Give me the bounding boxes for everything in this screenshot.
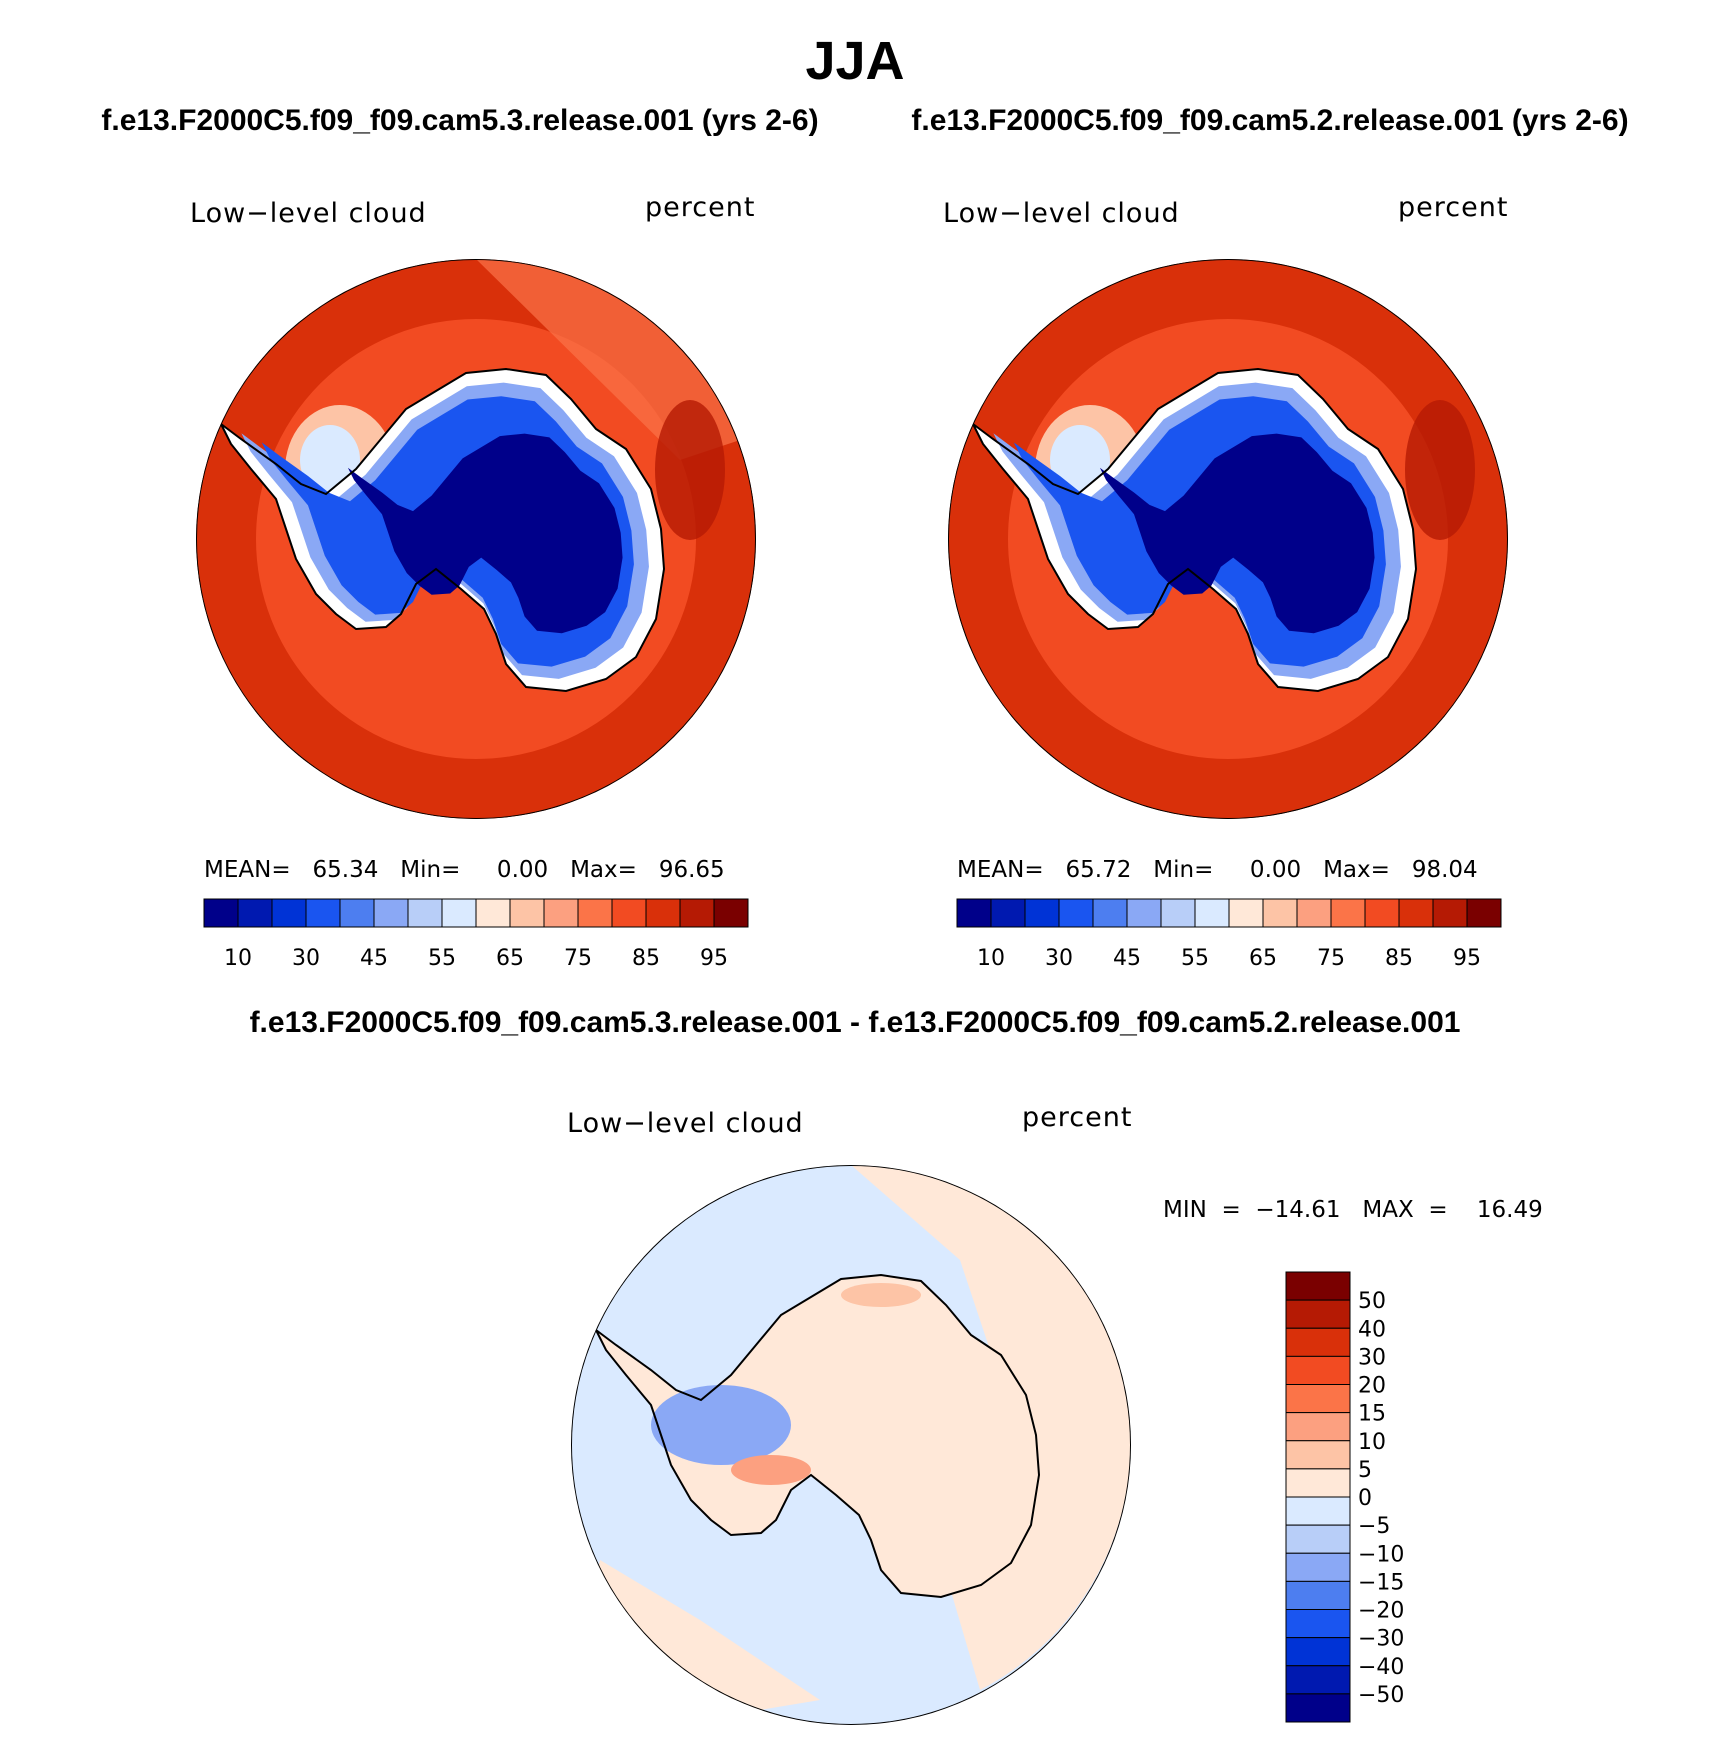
panel-left-colorbar-swatch xyxy=(305,898,341,928)
panel-right-units-label: percent xyxy=(1398,192,1509,223)
panel-right-colorbar-tick-label: 30 xyxy=(1045,946,1073,971)
difference-map xyxy=(571,1165,1131,1725)
panel-left-colorbar-swatch xyxy=(271,898,307,928)
panel-left-colorbar-swatch xyxy=(645,898,681,928)
panel-right-colorbar-tick-label: 85 xyxy=(1385,946,1413,971)
panel-left-colorbar-swatch xyxy=(611,898,647,928)
difference-colorbar-tick-label: 20 xyxy=(1358,1374,1386,1399)
panel-left-colorbar-swatch xyxy=(679,898,715,928)
panel-left-case-title: f.e13.F2000C5.f09_f09.cam5.3.release.001… xyxy=(101,104,819,137)
difference-colorbar-tick-label: −10 xyxy=(1358,1542,1404,1567)
panel-right-colorbar-swatch xyxy=(1228,898,1264,928)
panel-right-colorbar-swatch xyxy=(1262,898,1298,928)
panel-right-case-title: f.e13.F2000C5.f09_f09.cam5.2.release.001… xyxy=(911,104,1629,137)
difference-colorbar-swatch xyxy=(1285,1609,1351,1639)
difference-colorbar-tick-label: 30 xyxy=(1358,1345,1386,1370)
panel-left-colorbar-swatch xyxy=(509,898,545,928)
panel-left-units-label: percent xyxy=(645,192,756,223)
panel-right-colorbar-swatch xyxy=(1364,898,1400,928)
difference-units-label: percent xyxy=(1022,1102,1133,1133)
page-title: JJA xyxy=(805,31,905,91)
panel-left-colorbar-swatch xyxy=(407,898,443,928)
difference-colorbar-tick-label: −50 xyxy=(1358,1683,1404,1708)
panel-right-colorbar-swatch xyxy=(1058,898,1094,928)
panel-right-colorbar-swatch xyxy=(956,898,992,928)
difference-colorbar-tick-label: −30 xyxy=(1358,1627,1404,1652)
difference-title: f.e13.F2000C5.f09_f09.cam5.3.release.001… xyxy=(249,1006,1461,1039)
panel-right-colorbar-swatch xyxy=(990,898,1026,928)
difference-colorbar-swatch xyxy=(1285,1637,1351,1667)
panel-left-colorbar-tick-label: 65 xyxy=(496,946,524,971)
panel-right-colorbar-swatch xyxy=(1092,898,1128,928)
difference-colorbar-swatch xyxy=(1285,1580,1351,1610)
panel-left-variable-label: Low−level cloud xyxy=(190,198,427,229)
difference-variable-label: Low−level cloud xyxy=(567,1108,804,1139)
panel-right-colorbar-swatch xyxy=(1126,898,1162,928)
difference-colorbar-tick-label: 40 xyxy=(1358,1317,1386,1342)
panel-right-colorbar-swatch xyxy=(1330,898,1366,928)
difference-colorbar-swatch xyxy=(1285,1299,1351,1329)
difference-colorbar-tick-label: −40 xyxy=(1358,1655,1404,1680)
panel-right-colorbar-swatch xyxy=(1194,898,1230,928)
panel-left-colorbar-tick-label: 85 xyxy=(632,946,660,971)
panel-left-colorbar-swatch xyxy=(577,898,613,928)
difference-colorbar-swatch xyxy=(1285,1271,1351,1301)
difference-colorbar-swatch xyxy=(1285,1412,1351,1442)
panel-right-colorbar-swatch xyxy=(1466,898,1502,928)
panel-left-map xyxy=(196,259,756,819)
panel-right-colorbar-tick-label: 65 xyxy=(1249,946,1277,971)
panel-right-map xyxy=(948,259,1508,819)
panel-right-colorbar-swatch xyxy=(1160,898,1196,928)
panel-left-colorbar-swatch xyxy=(339,898,375,928)
difference-colorbar-swatch xyxy=(1285,1468,1351,1498)
panel-right-colorbar-tick-label: 75 xyxy=(1317,946,1345,971)
panel-left-stats: MEAN= 65.34 Min= 0.00 Max= 96.65 xyxy=(204,857,725,883)
panel-left-colorbar-swatch xyxy=(475,898,511,928)
difference-colorbar-tick-label: −5 xyxy=(1358,1514,1390,1539)
difference-colorbar-tick-label: 50 xyxy=(1358,1289,1386,1314)
difference-colorbar-tick-label: −15 xyxy=(1358,1570,1404,1595)
difference-colorbar-swatch xyxy=(1285,1327,1351,1357)
panel-right-variable-label: Low−level cloud xyxy=(943,198,1180,229)
difference-colorbar-swatch xyxy=(1285,1355,1351,1385)
panel-right-colorbar-tick-label: 55 xyxy=(1181,946,1209,971)
difference-colorbar-swatch xyxy=(1285,1693,1351,1723)
difference-colorbar-swatch xyxy=(1285,1440,1351,1470)
panel-left-colorbar-tick-label: 45 xyxy=(360,946,388,971)
difference-colorbar-swatch xyxy=(1285,1496,1351,1526)
difference-colorbar-swatch xyxy=(1285,1384,1351,1414)
panel-left-colorbar-tick-label: 95 xyxy=(700,946,728,971)
panel-right-colorbar-swatch xyxy=(1296,898,1332,928)
difference-colorbar-tick-label: 5 xyxy=(1358,1458,1372,1483)
difference-colorbar-tick-label: −20 xyxy=(1358,1599,1404,1624)
panel-left-colorbar: 10 30 45 55 65 75 85 95 xyxy=(203,898,749,971)
panel-left-colorbar-swatch xyxy=(441,898,477,928)
difference-colorbar-tick-label: 0 xyxy=(1358,1486,1372,1511)
panel-left-colorbar-swatch xyxy=(713,898,749,928)
panel-right-colorbar-tick-label: 45 xyxy=(1113,946,1141,971)
panel-left-colorbar-swatch xyxy=(373,898,409,928)
panel-left-colorbar-tick-label: 10 xyxy=(224,946,252,971)
panel-right-colorbar-swatch xyxy=(1024,898,1060,928)
panel-left-colorbar-tick-label: 30 xyxy=(292,946,320,971)
panel-right-colorbar-tick-label: 95 xyxy=(1453,946,1481,971)
panel-right-stats: MEAN= 65.72 Min= 0.00 Max= 98.04 xyxy=(957,857,1478,883)
panel-left-colorbar-tick-label: 55 xyxy=(428,946,456,971)
difference-colorbar-swatch xyxy=(1285,1665,1351,1695)
panel-left-colorbar-swatch xyxy=(543,898,579,928)
panel-right-colorbar-tick-label: 10 xyxy=(977,946,1005,971)
panel-left-colorbar-tick-label: 75 xyxy=(564,946,592,971)
difference-colorbar-swatch xyxy=(1285,1524,1351,1554)
difference-min-max: MIN = −14.61 MAX = 16.49 xyxy=(1163,1197,1543,1223)
panel-right-colorbar-swatch xyxy=(1398,898,1434,928)
panel-right-colorbar: 10 30 45 55 65 75 85 95 xyxy=(956,898,1502,971)
panel-left-colorbar-swatch xyxy=(237,898,273,928)
difference-colorbar-tick-label: 15 xyxy=(1358,1402,1386,1427)
panel-right-colorbar-swatch xyxy=(1432,898,1468,928)
difference-colorbar-swatch xyxy=(1285,1552,1351,1582)
difference-colorbar-tick-label: 10 xyxy=(1358,1430,1386,1455)
panel-left-colorbar-swatch xyxy=(203,898,239,928)
